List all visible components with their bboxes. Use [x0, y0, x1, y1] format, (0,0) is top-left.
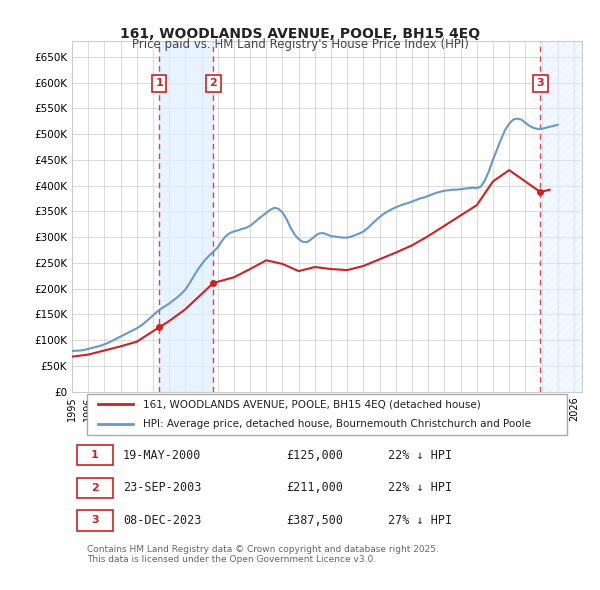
Text: 23-SEP-2003: 23-SEP-2003 — [123, 481, 202, 494]
Text: 19-MAY-2000: 19-MAY-2000 — [123, 449, 202, 462]
Text: Price paid vs. HM Land Registry's House Price Index (HPI): Price paid vs. HM Land Registry's House … — [131, 38, 469, 51]
FancyBboxPatch shape — [88, 394, 567, 435]
Text: 161, WOODLANDS AVENUE, POOLE, BH15 4EQ: 161, WOODLANDS AVENUE, POOLE, BH15 4EQ — [120, 27, 480, 41]
Text: 2: 2 — [209, 78, 217, 88]
Text: 3: 3 — [536, 78, 544, 88]
Text: £387,500: £387,500 — [286, 514, 343, 527]
Text: Contains HM Land Registry data © Crown copyright and database right 2025.
This d: Contains HM Land Registry data © Crown c… — [88, 545, 439, 564]
Text: 22% ↓ HPI: 22% ↓ HPI — [388, 449, 452, 462]
Text: 22% ↓ HPI: 22% ↓ HPI — [388, 481, 452, 494]
Text: 1: 1 — [91, 450, 99, 460]
Bar — [159, 41, 214, 392]
Bar — [541, 41, 582, 392]
Text: HPI: Average price, detached house, Bournemouth Christchurch and Poole: HPI: Average price, detached house, Bour… — [143, 419, 532, 430]
Text: 3: 3 — [91, 515, 99, 525]
FancyBboxPatch shape — [77, 445, 113, 466]
Text: 1: 1 — [155, 78, 163, 88]
Text: 2: 2 — [91, 483, 99, 493]
Text: £125,000: £125,000 — [286, 449, 343, 462]
FancyBboxPatch shape — [77, 477, 113, 498]
FancyBboxPatch shape — [77, 510, 113, 530]
Text: £211,000: £211,000 — [286, 481, 343, 494]
Text: 08-DEC-2023: 08-DEC-2023 — [123, 514, 202, 527]
Text: 161, WOODLANDS AVENUE, POOLE, BH15 4EQ (detached house): 161, WOODLANDS AVENUE, POOLE, BH15 4EQ (… — [143, 399, 481, 409]
Text: 27% ↓ HPI: 27% ↓ HPI — [388, 514, 452, 527]
